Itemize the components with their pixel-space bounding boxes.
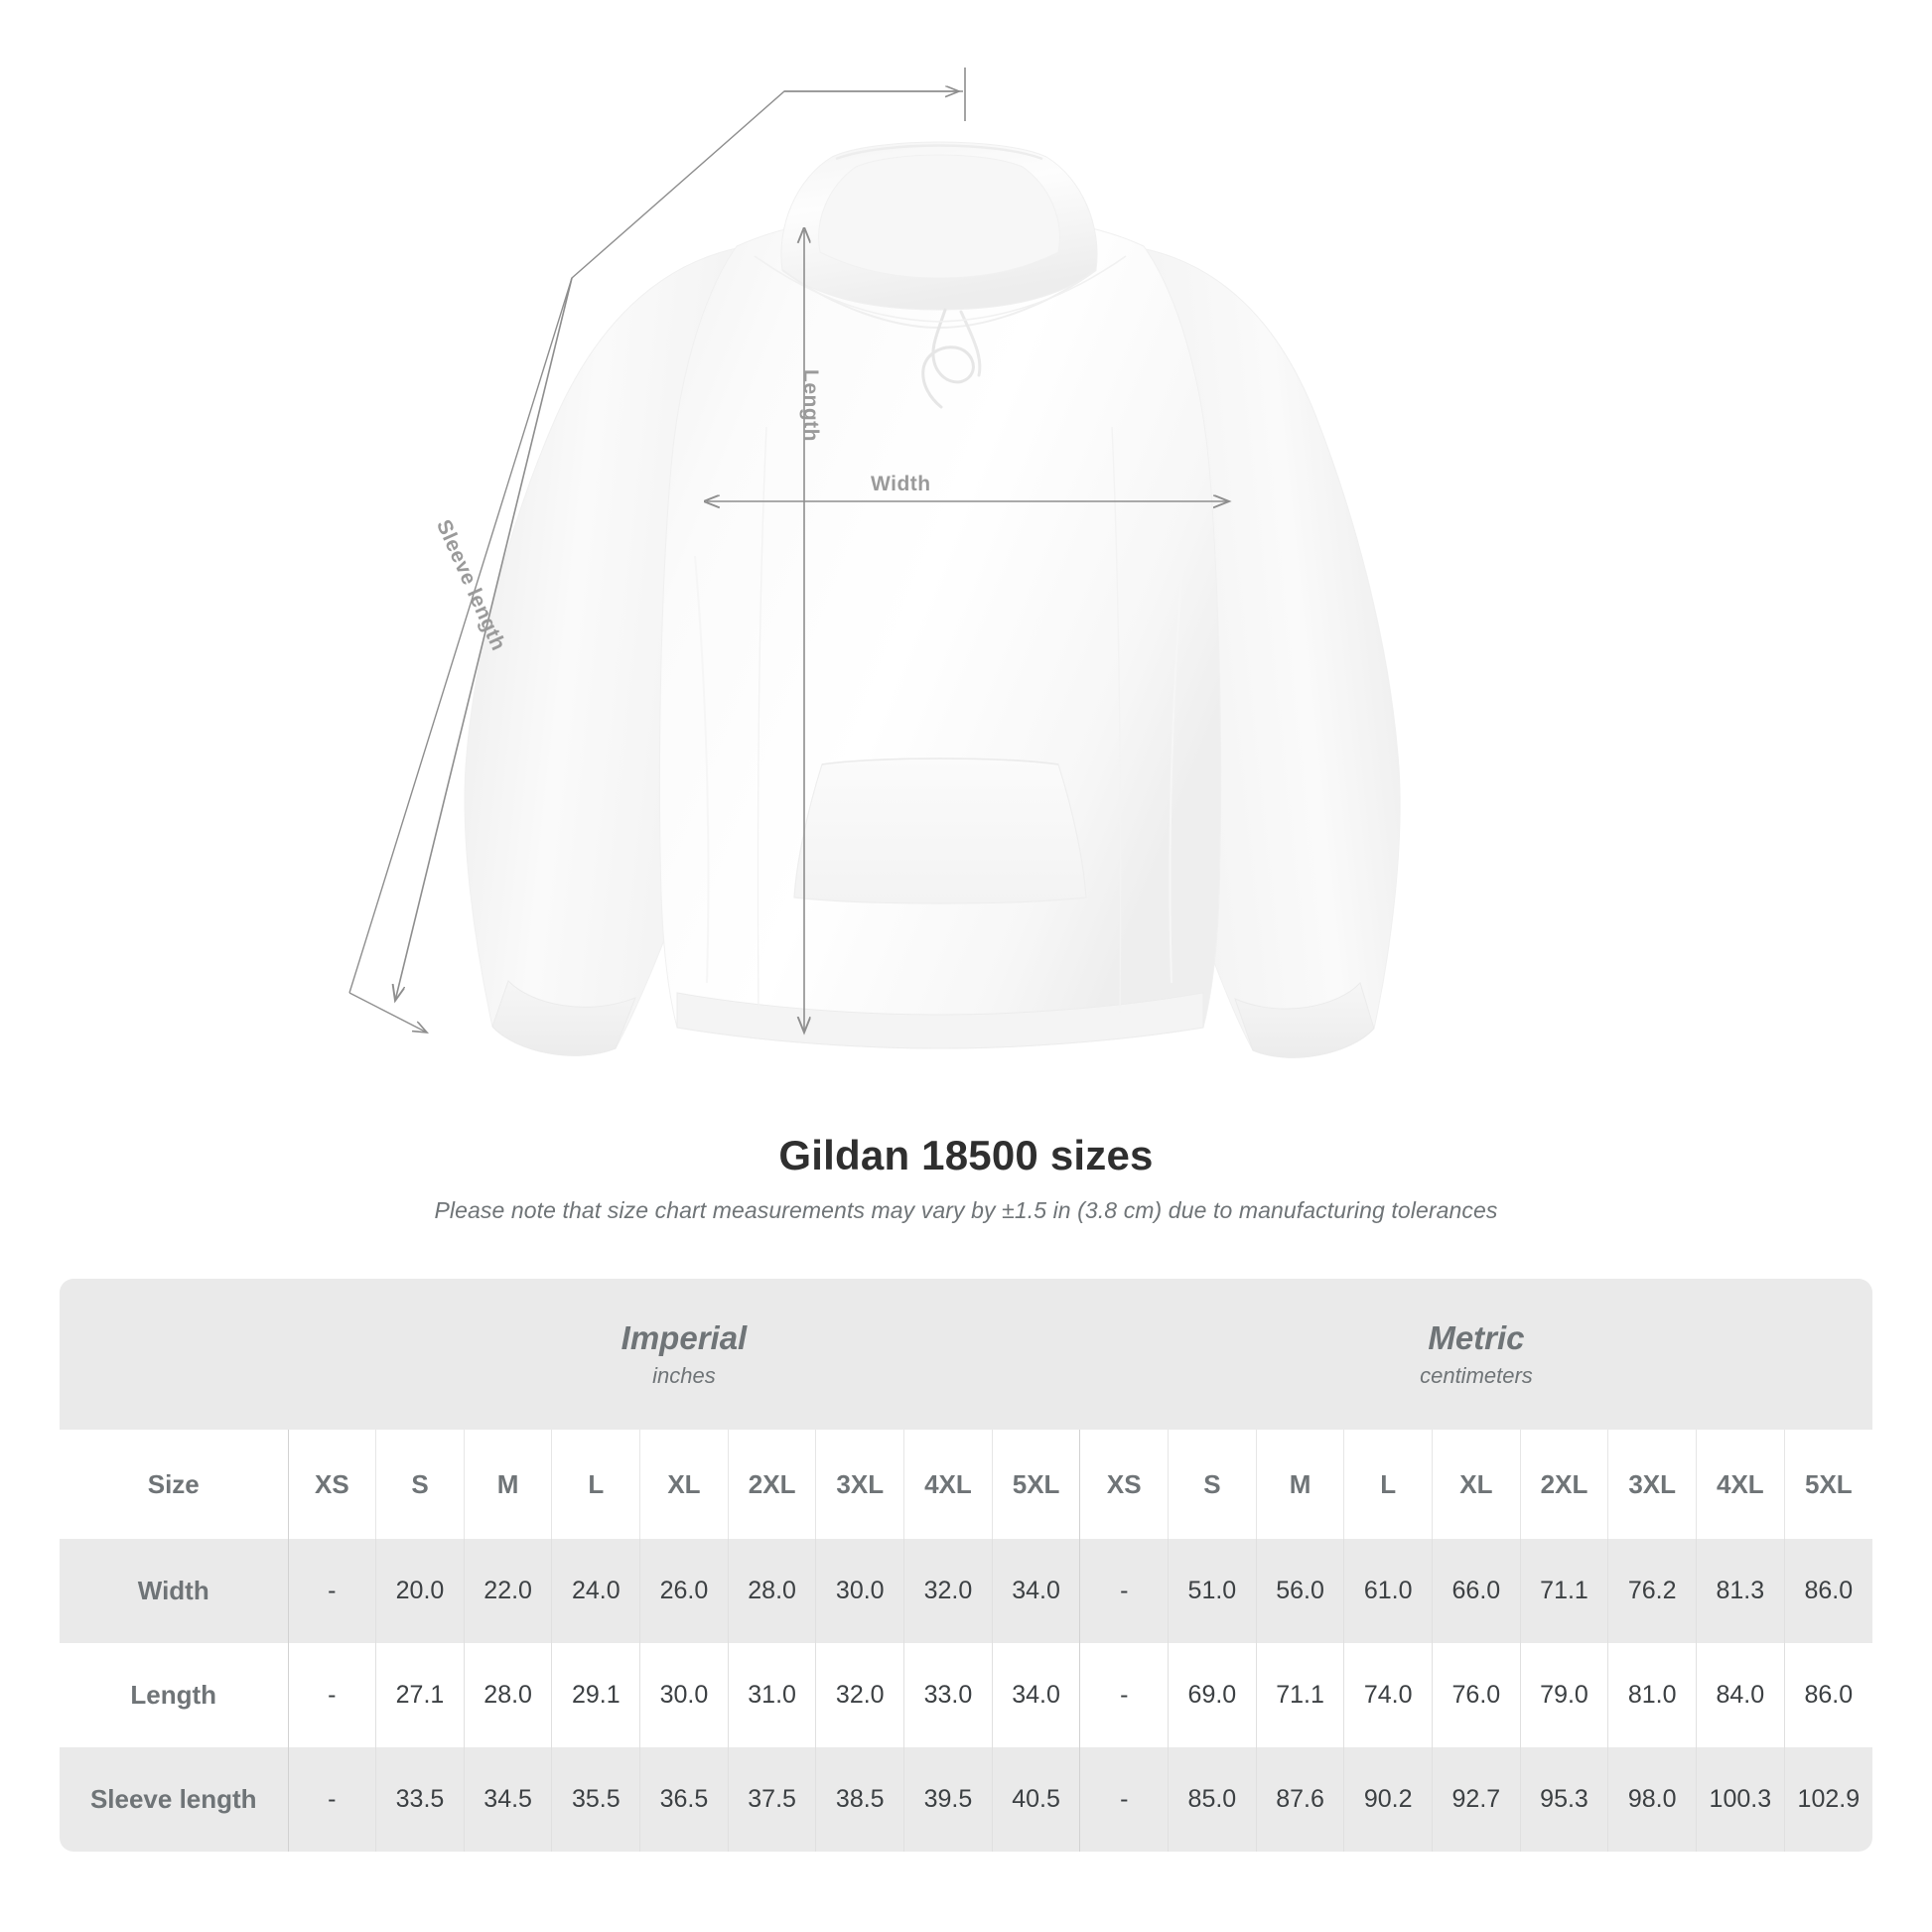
size-header-metric-3xl: 3XL: [1607, 1430, 1697, 1539]
size-header-metric-4xl: 4XL: [1696, 1430, 1785, 1539]
cell-metric-width-2xl: 71.1: [1520, 1539, 1609, 1643]
cell-imperial-width-xs: -: [288, 1539, 377, 1643]
cell-metric-length-m: 71.1: [1256, 1643, 1345, 1747]
cell-imperial-sleeve-length-2xl: 37.5: [728, 1747, 817, 1852]
cell-metric-width-xs: -: [1079, 1539, 1170, 1643]
cell-imperial-width-3xl: 30.0: [815, 1539, 905, 1643]
size-chart-table: Imperial inches Metric centimeters Size XS S M L…: [60, 1279, 1872, 1852]
cell-imperial-width-5xl: 34.0: [992, 1539, 1081, 1643]
size-header-row: Size XS S M L XL 2XL 3XL 4XL 5XL XS S M L XL 2XL 3XL 4XL 5…: [60, 1430, 1872, 1539]
cell-metric-width-xl: 66.0: [1432, 1539, 1521, 1643]
cell-metric-width-s: 51.0: [1168, 1539, 1257, 1643]
row-label-length: Length: [60, 1643, 289, 1747]
cell-metric-sleeve-length-xs: -: [1079, 1747, 1170, 1852]
table-row: Width -20.0 22.0 24.0 26.0 28.0 30.0 32.0 34.0-5…: [60, 1539, 1872, 1643]
cell-imperial-sleeve-length-l: 35.5: [551, 1747, 641, 1852]
table-row: Sleeve length -33.5 34.5 35.5 36.5 37.5 38.5 39…: [60, 1747, 1872, 1852]
unit-subtitle: centimeters: [1420, 1362, 1533, 1388]
cell-imperial-sleeve-length-xs: -: [288, 1747, 377, 1852]
unit-name: Metric: [1428, 1319, 1525, 1357]
unit-header-imperial: Imperial inches: [288, 1279, 1080, 1430]
hoodie-illustration: [348, 68, 1401, 1058]
cell-imperial-length-4xl: 33.0: [903, 1643, 993, 1747]
size-header-metric-l: L: [1343, 1430, 1434, 1539]
unit-name: Imperial: [621, 1319, 748, 1357]
cell-metric-sleeve-length-2xl: 95.3: [1520, 1747, 1609, 1852]
cell-metric-sleeve-length-3xl: 98.0: [1607, 1747, 1697, 1852]
unit-header-row: Imperial inches Metric centimeters: [60, 1279, 1872, 1430]
size-header-imperial-xs: XS: [288, 1430, 377, 1539]
cell-imperial-sleeve-length-m: 34.5: [464, 1747, 553, 1852]
cell-imperial-width-m: 22.0: [464, 1539, 553, 1643]
cell-imperial-width-xl: 26.0: [639, 1539, 729, 1643]
row-label-width: Width: [60, 1539, 289, 1643]
width-label: Width: [871, 473, 931, 495]
cell-imperial-length-s: 27.1: [375, 1643, 465, 1747]
size-header-imperial-2xl: 2XL: [728, 1430, 817, 1539]
cell-metric-sleeve-length-5xl: 102.9: [1784, 1747, 1872, 1852]
cell-imperial-width-l: 24.0: [551, 1539, 641, 1643]
cell-metric-length-5xl: 86.0: [1784, 1643, 1872, 1747]
cell-imperial-sleeve-length-5xl: 40.5: [992, 1747, 1081, 1852]
cell-metric-length-2xl: 79.0: [1520, 1643, 1609, 1747]
cell-metric-width-3xl: 76.2: [1607, 1539, 1697, 1643]
cell-imperial-sleeve-length-xl: 36.5: [639, 1747, 729, 1852]
size-header-label: Size: [60, 1430, 289, 1539]
cell-metric-sleeve-length-l: 90.2: [1343, 1747, 1434, 1852]
page-title: Gildan 18500 sizes: [778, 1132, 1154, 1178]
cell-metric-length-4xl: 84.0: [1696, 1643, 1785, 1747]
unit-header-spacer: [60, 1279, 288, 1430]
cell-imperial-sleeve-length-4xl: 39.5: [903, 1747, 993, 1852]
cell-imperial-length-2xl: 31.0: [728, 1643, 817, 1747]
hoodie-measurement-diagram: Length Width Sleeve length: [348, 68, 1401, 1058]
cell-imperial-length-5xl: 34.0: [992, 1643, 1081, 1747]
cell-metric-sleeve-length-s: 85.0: [1168, 1747, 1257, 1852]
cell-metric-length-3xl: 81.0: [1607, 1643, 1697, 1747]
sleeve-length-dimension-line: [395, 277, 573, 1001]
tolerance-note: Please note that size chart measurements…: [434, 1197, 1498, 1223]
size-chart-table-wrap: Imperial inches Metric centimeters Size XS S M L…: [60, 1279, 1872, 1852]
unit-subtitle: inches: [652, 1362, 716, 1388]
size-header-metric-5xl: 5XL: [1784, 1430, 1872, 1539]
cell-metric-length-xl: 76.0: [1432, 1643, 1521, 1747]
length-label: Length: [799, 369, 822, 442]
cell-imperial-length-xl: 30.0: [639, 1643, 729, 1747]
cell-metric-width-5xl: 86.0: [1784, 1539, 1872, 1643]
cell-metric-length-l: 74.0: [1343, 1643, 1434, 1747]
size-header-imperial-l: L: [551, 1430, 641, 1539]
cell-imperial-width-2xl: 28.0: [728, 1539, 817, 1643]
cell-imperial-width-4xl: 32.0: [903, 1539, 993, 1643]
size-header-metric-xs: XS: [1079, 1430, 1170, 1539]
size-header-imperial-xl: XL: [639, 1430, 729, 1539]
bottom-leader-arrow: [348, 992, 427, 1033]
cell-metric-sleeve-length-xl: 92.7: [1432, 1747, 1521, 1852]
size-header-imperial-s: S: [375, 1430, 465, 1539]
cell-imperial-length-m: 28.0: [464, 1643, 553, 1747]
title-block: Gildan 18500 sizes Please note that size…: [0, 1132, 1932, 1224]
cell-metric-sleeve-length-m: 87.6: [1256, 1747, 1345, 1852]
cell-imperial-sleeve-length-s: 33.5: [375, 1747, 465, 1852]
size-header-metric-s: S: [1168, 1430, 1257, 1539]
cell-imperial-length-l: 29.1: [551, 1643, 641, 1747]
cell-imperial-width-s: 20.0: [375, 1539, 465, 1643]
cell-metric-width-m: 56.0: [1256, 1539, 1345, 1643]
cell-metric-length-s: 69.0: [1168, 1643, 1257, 1747]
size-header-imperial-5xl: 5XL: [992, 1430, 1081, 1539]
cell-imperial-sleeve-length-3xl: 38.5: [815, 1747, 905, 1852]
table-row: Length -27.1 28.0 29.1 30.0 31.0 32.0 33.0 34.0-…: [60, 1643, 1872, 1747]
size-header-imperial-m: M: [464, 1430, 553, 1539]
cell-metric-width-l: 61.0: [1343, 1539, 1434, 1643]
cell-metric-sleeve-length-4xl: 100.3: [1696, 1747, 1785, 1852]
size-header-metric-xl: XL: [1432, 1430, 1521, 1539]
cell-imperial-length-xs: -: [288, 1643, 377, 1747]
size-header-imperial-4xl: 4XL: [903, 1430, 993, 1539]
cell-metric-length-xs: -: [1079, 1643, 1170, 1747]
unit-header-metric: Metric centimeters: [1079, 1279, 1872, 1430]
size-header-metric-2xl: 2XL: [1520, 1430, 1609, 1539]
row-label-sleeve-length: Sleeve length: [60, 1747, 289, 1852]
size-header-imperial-3xl: 3XL: [815, 1430, 905, 1539]
size-header-metric-m: M: [1256, 1430, 1345, 1539]
cell-imperial-length-3xl: 32.0: [815, 1643, 905, 1747]
cell-metric-width-4xl: 81.3: [1696, 1539, 1785, 1643]
